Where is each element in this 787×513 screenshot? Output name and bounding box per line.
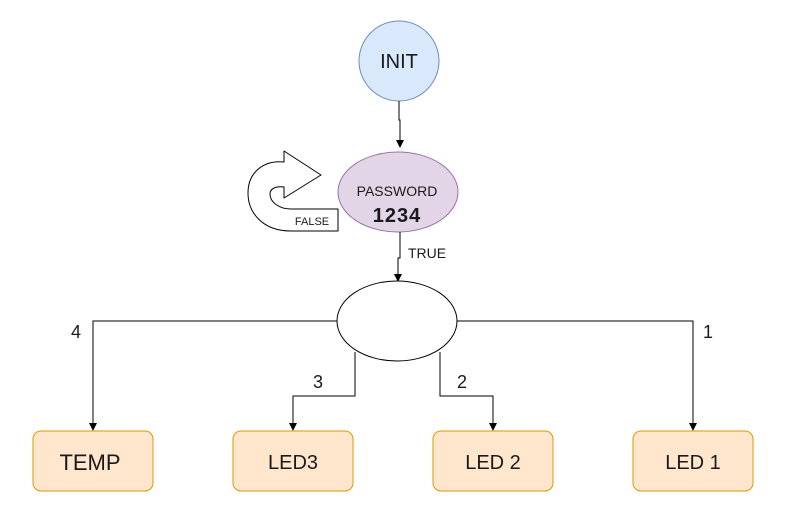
password-node[interactable]: PASSWORD 1234 [337,151,459,233]
edge-label-2: 2 [457,372,467,392]
led1-node[interactable]: LED 1 [632,430,754,492]
password-code: 1234 [373,205,422,227]
led3-label: LED3 [268,452,318,474]
edge-selector-to-led1 [457,320,697,431]
edge-password-to-selector [394,232,402,282]
edge-label-4: 4 [71,322,81,342]
led3-node[interactable]: LED3 [232,430,354,492]
temp-node[interactable]: TEMP [32,430,154,492]
edge-label-1: 1 [703,322,713,342]
edge-selector-to-led3 [289,352,356,431]
edge-selector-to-led2 [439,352,497,431]
selector-node[interactable] [336,280,458,362]
edge-label-3: 3 [313,372,323,392]
init-node[interactable]: INIT [358,20,440,102]
false-loop-arrow: FALSE [247,150,339,232]
led2-node[interactable]: LED 2 [432,430,554,492]
led1-label: LED 1 [665,452,721,474]
edge-init-to-password [396,101,404,148]
led2-label: LED 2 [465,452,521,474]
true-label: TRUE [408,245,446,261]
edge-selector-to-temp [89,320,337,431]
password-label: PASSWORD [357,183,438,199]
temp-label: TEMP [59,450,120,475]
init-label: INIT [380,51,418,73]
false-label: FALSE [295,216,329,228]
